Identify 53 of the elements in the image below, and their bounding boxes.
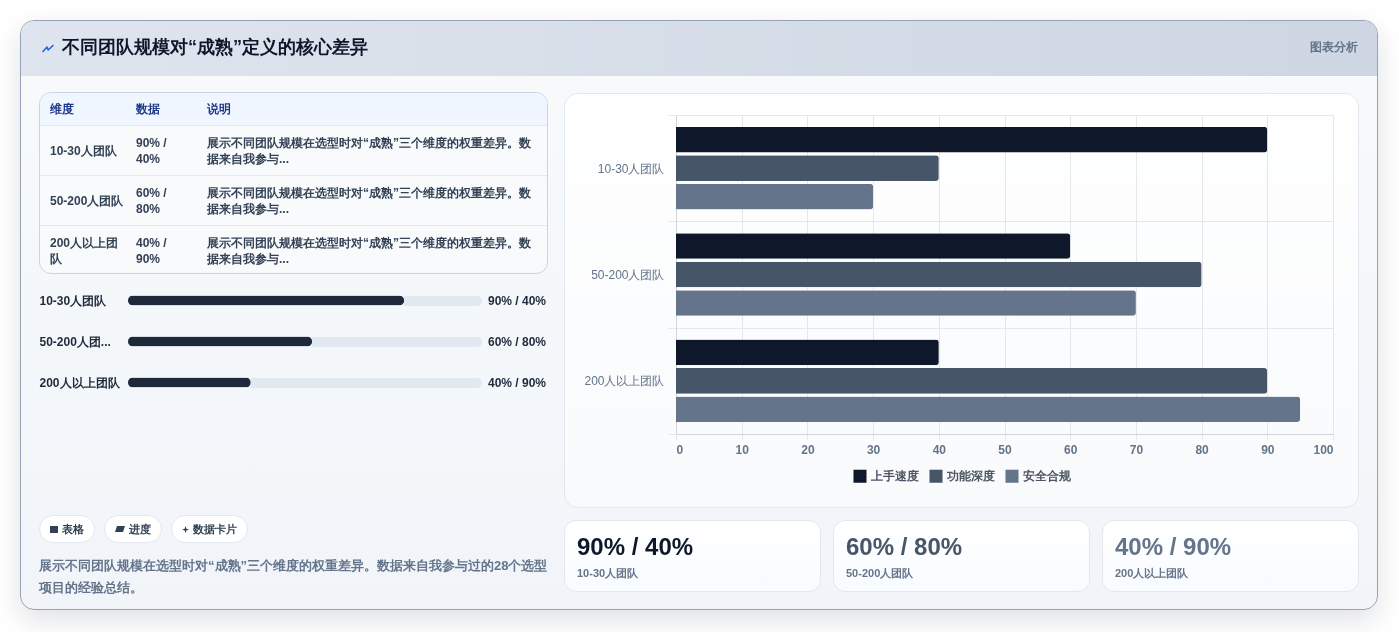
text: 40% / 90% bbox=[1115, 533, 1232, 561]
y-tick-label: 10-30人团队 bbox=[39, 294, 108, 308]
text: 40% / 90% bbox=[136, 234, 168, 267]
y-tick-label: 50-200人团... bbox=[39, 335, 111, 349]
bar bbox=[676, 126, 1268, 153]
text: 维度 bbox=[49, 101, 75, 117]
bar bbox=[676, 339, 939, 366]
data-label: 60% / 80% bbox=[488, 334, 547, 349]
text: 展示不同团队规模在选型时对“成熟”三个维度的权重差异。数据来自我参与... bbox=[207, 234, 532, 267]
text: 90% / 40% bbox=[136, 134, 168, 167]
x-tick-label: 100 bbox=[1313, 442, 1334, 457]
x-tick-label: 30 bbox=[866, 442, 881, 457]
chip: 表格 bbox=[39, 515, 95, 543]
text: 图表分析 bbox=[1310, 39, 1358, 56]
text: 展示不同团队规模在选型时对“成熟”三个维度的权重差异。数据来自我参与过的28个选型项目的经验总结。 bbox=[39, 557, 549, 597]
text: 200人以上团队 bbox=[1115, 566, 1189, 580]
legend-label: 上手速度 bbox=[870, 469, 919, 484]
chip: 进度 bbox=[104, 515, 162, 543]
x-tick-label: 40 bbox=[932, 442, 947, 457]
data-label: 90% / 40% bbox=[488, 293, 547, 308]
text: 60% / 80% bbox=[136, 184, 168, 217]
x-tick-label: 0 bbox=[676, 442, 684, 457]
bar bbox=[676, 290, 1136, 316]
text: 不同团队规模对“成熟”定义的核心差异 bbox=[62, 36, 368, 59]
x-tick-label: 60 bbox=[1064, 442, 1078, 457]
bar bbox=[676, 183, 874, 210]
y-tick-label: 200人以上团队 bbox=[39, 376, 121, 390]
data-label: 40% / 90% bbox=[488, 375, 547, 390]
bar bbox=[676, 261, 1202, 288]
x-tick-label: 70 bbox=[1129, 442, 1144, 457]
text: 90% / 40% bbox=[577, 533, 694, 561]
bar bbox=[676, 233, 1071, 259]
y-tick-label: 50-200人团队 bbox=[591, 268, 665, 282]
text: 50-200人团队 bbox=[846, 566, 914, 580]
x-tick-label: 90 bbox=[1261, 442, 1275, 457]
y-tick-label: 200人以上团队 bbox=[584, 374, 665, 389]
text: 数据 bbox=[136, 101, 161, 117]
bar bbox=[676, 155, 939, 181]
y-tick-label: 10-30人团队 bbox=[597, 161, 665, 176]
x-tick-label: 20 bbox=[801, 442, 815, 457]
x-tick-label: 50 bbox=[998, 442, 1012, 457]
bar bbox=[676, 368, 1268, 394]
legend-label: 安全合规 bbox=[1023, 469, 1072, 484]
x-tick-label: 10 bbox=[735, 442, 750, 457]
chip: 数据卡片 bbox=[171, 515, 248, 543]
bar bbox=[676, 396, 1301, 423]
legend-label: 功能深度 bbox=[946, 469, 995, 484]
text: 10-30人团队 bbox=[577, 566, 639, 580]
text: 说明 bbox=[207, 101, 232, 117]
x-tick-label: 80 bbox=[1195, 442, 1210, 457]
text: 展示不同团队规模在选型时对“成熟”三个维度的权重差异。数据来自我参与... bbox=[207, 184, 532, 217]
text: 60% / 80% bbox=[846, 533, 963, 561]
text: 展示不同团队规模在选型时对“成熟”三个维度的权重差异。数据来自我参与... bbox=[207, 134, 532, 167]
